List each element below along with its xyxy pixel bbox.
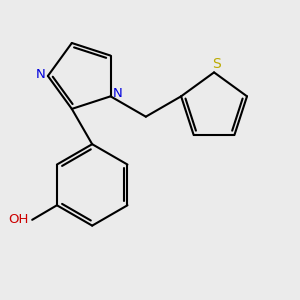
- Text: S: S: [213, 57, 221, 71]
- Text: N: N: [36, 68, 46, 81]
- Text: OH: OH: [8, 213, 29, 226]
- Text: N: N: [113, 87, 123, 100]
